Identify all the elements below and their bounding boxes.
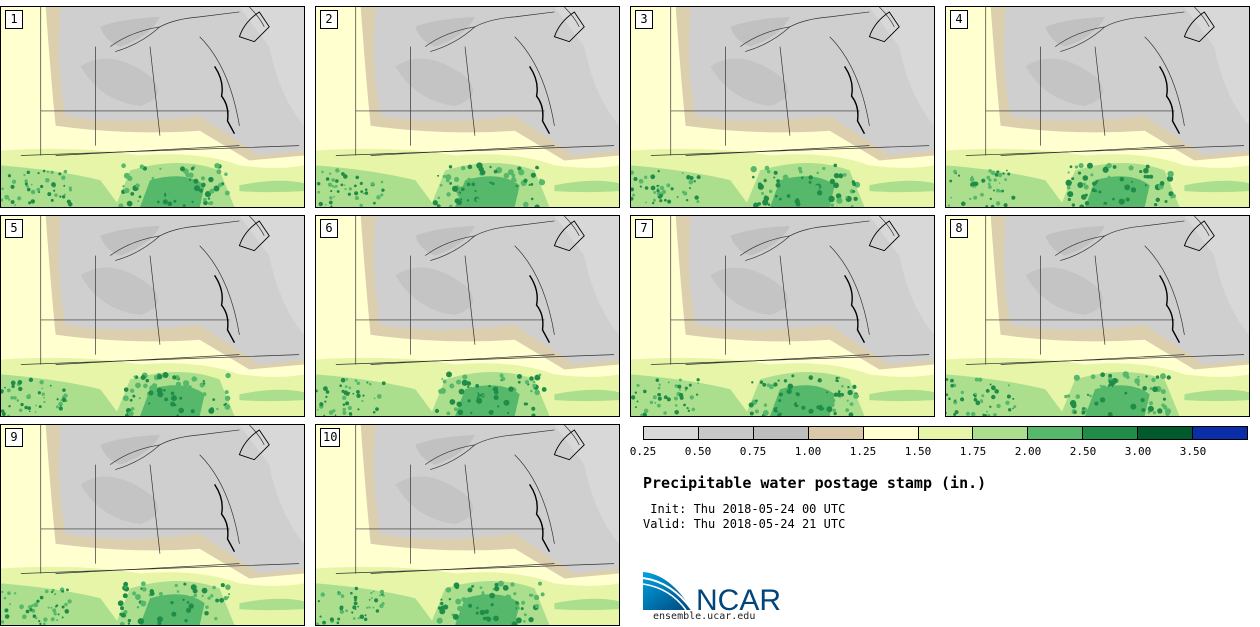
- colorbar-label: 0.50: [684, 445, 712, 458]
- valid-time: Valid: Thu 2018-05-24 21 UTC: [643, 517, 846, 531]
- colorbar-label: 2.00: [1014, 445, 1042, 458]
- colorbar-swatch-8: [1083, 427, 1139, 439]
- stamp-number: 4: [950, 10, 968, 29]
- colorbar-swatch-5: [918, 427, 974, 439]
- postage-stamp-1: 1: [0, 6, 305, 208]
- stamp-number: 5: [5, 219, 23, 238]
- colorbar-swatch-7: [1028, 427, 1084, 439]
- colorbar-swatch-4: [863, 427, 919, 439]
- colorbar-label: 1.25: [849, 445, 877, 458]
- colorbar-swatch-2: [753, 427, 809, 439]
- postage-stamp-5: 5: [0, 215, 305, 417]
- ncar-logo: NCAR: [642, 572, 781, 615]
- colorbar-swatch-9: [1138, 427, 1194, 439]
- stamp-number: 1: [5, 10, 23, 29]
- postage-stamp-7: 7: [630, 215, 935, 417]
- stamp-number: 6: [320, 219, 338, 238]
- ncar-logo-text: NCAR: [696, 584, 781, 615]
- stamp-number: 10: [320, 428, 341, 447]
- postage-stamp-9: 9: [0, 424, 305, 626]
- postage-stamp-2: 2: [315, 6, 620, 208]
- colorbar-labels: 0.25 0.50 0.75 1.00 1.25 1.50 1.75 2.00 2.50 3.00…: [630, 445, 1260, 459]
- colorbar-label: 0.25: [629, 445, 657, 458]
- colorbar-swatch-10: [1193, 427, 1247, 439]
- postage-stamp-3: 3: [630, 6, 935, 208]
- stamp-number: 2: [320, 10, 338, 29]
- colorbar-label: 1.75: [959, 445, 987, 458]
- chart-title: Precipitable water postage stamp (in.): [643, 474, 987, 492]
- colorbar-label: 3.00: [1124, 445, 1152, 458]
- colorbar-swatch-6: [973, 427, 1029, 439]
- postage-stamp-6: 6: [315, 215, 620, 417]
- stamp-number: 3: [635, 10, 653, 29]
- stamp-number: 9: [5, 428, 23, 447]
- logo-url: ensemble.ucar.edu: [653, 611, 756, 622]
- postage-stamp-8: 8: [945, 215, 1250, 417]
- init-time: Init: Thu 2018-05-24 00 UTC: [643, 502, 846, 516]
- colorbar-swatch-3: [808, 427, 864, 439]
- colorbar-label: 3.50: [1179, 445, 1207, 458]
- postage-stamp-4: 4: [945, 6, 1250, 208]
- colorbar: [643, 426, 1248, 440]
- colorbar-swatch-1: [698, 427, 754, 439]
- colorbar-swatch-0: [644, 427, 699, 439]
- stamp-number: 7: [635, 219, 653, 238]
- postage-stamp-10: 10: [315, 424, 620, 626]
- colorbar-label: 1.50: [904, 445, 932, 458]
- colorbar-label: 1.00: [794, 445, 822, 458]
- ncar-swoosh-icon: [643, 572, 692, 610]
- stamp-number: 8: [950, 219, 968, 238]
- colorbar-label: 2.50: [1069, 445, 1097, 458]
- colorbar-label: 0.75: [739, 445, 767, 458]
